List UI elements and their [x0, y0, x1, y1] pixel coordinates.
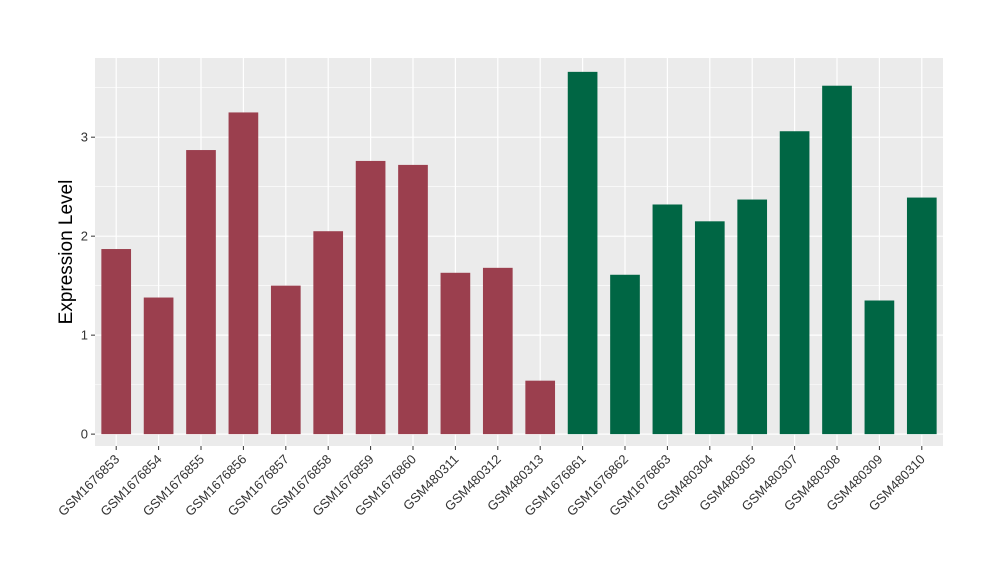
bar-GSM480313: [525, 380, 556, 435]
bar-GSM1676856: [228, 112, 259, 435]
bar-GSM480310: [906, 197, 937, 435]
bars: [101, 71, 937, 435]
y-tick-label: 1: [81, 328, 88, 343]
bar-GSM1676857: [270, 285, 301, 435]
bar-GSM1676859: [355, 160, 386, 435]
bar-GSM480307: [779, 131, 810, 435]
bar-GSM1676863: [652, 204, 683, 435]
bar-GSM1676855: [186, 150, 216, 435]
bar-GSM1676854: [143, 297, 174, 435]
bar-GSM480308: [822, 85, 852, 435]
bar-GSM480311: [440, 272, 471, 435]
bar-GSM1676858: [313, 231, 344, 435]
y-tick-label: 2: [81, 229, 88, 244]
bar-GSM480304: [694, 221, 725, 435]
plot-panel: [95, 58, 943, 446]
bar-GSM480309: [864, 300, 895, 435]
bar-GSM1676861: [567, 71, 598, 435]
y-tick-label: 3: [81, 130, 88, 145]
y-tick-label: 0: [81, 427, 88, 442]
bar-GSM1676853: [101, 249, 132, 435]
bar-GSM480312: [482, 267, 513, 435]
y-axis: 0 1 2 3: [81, 130, 95, 442]
bar-GSM1676862: [610, 274, 640, 435]
bar-GSM480305: [737, 199, 768, 435]
bar-GSM1676860: [398, 164, 428, 435]
x-axis: GSM1676853GSM1676854GSM1676855GSM1676856…: [55, 446, 928, 519]
y-axis-title: Expression Level: [56, 180, 77, 325]
